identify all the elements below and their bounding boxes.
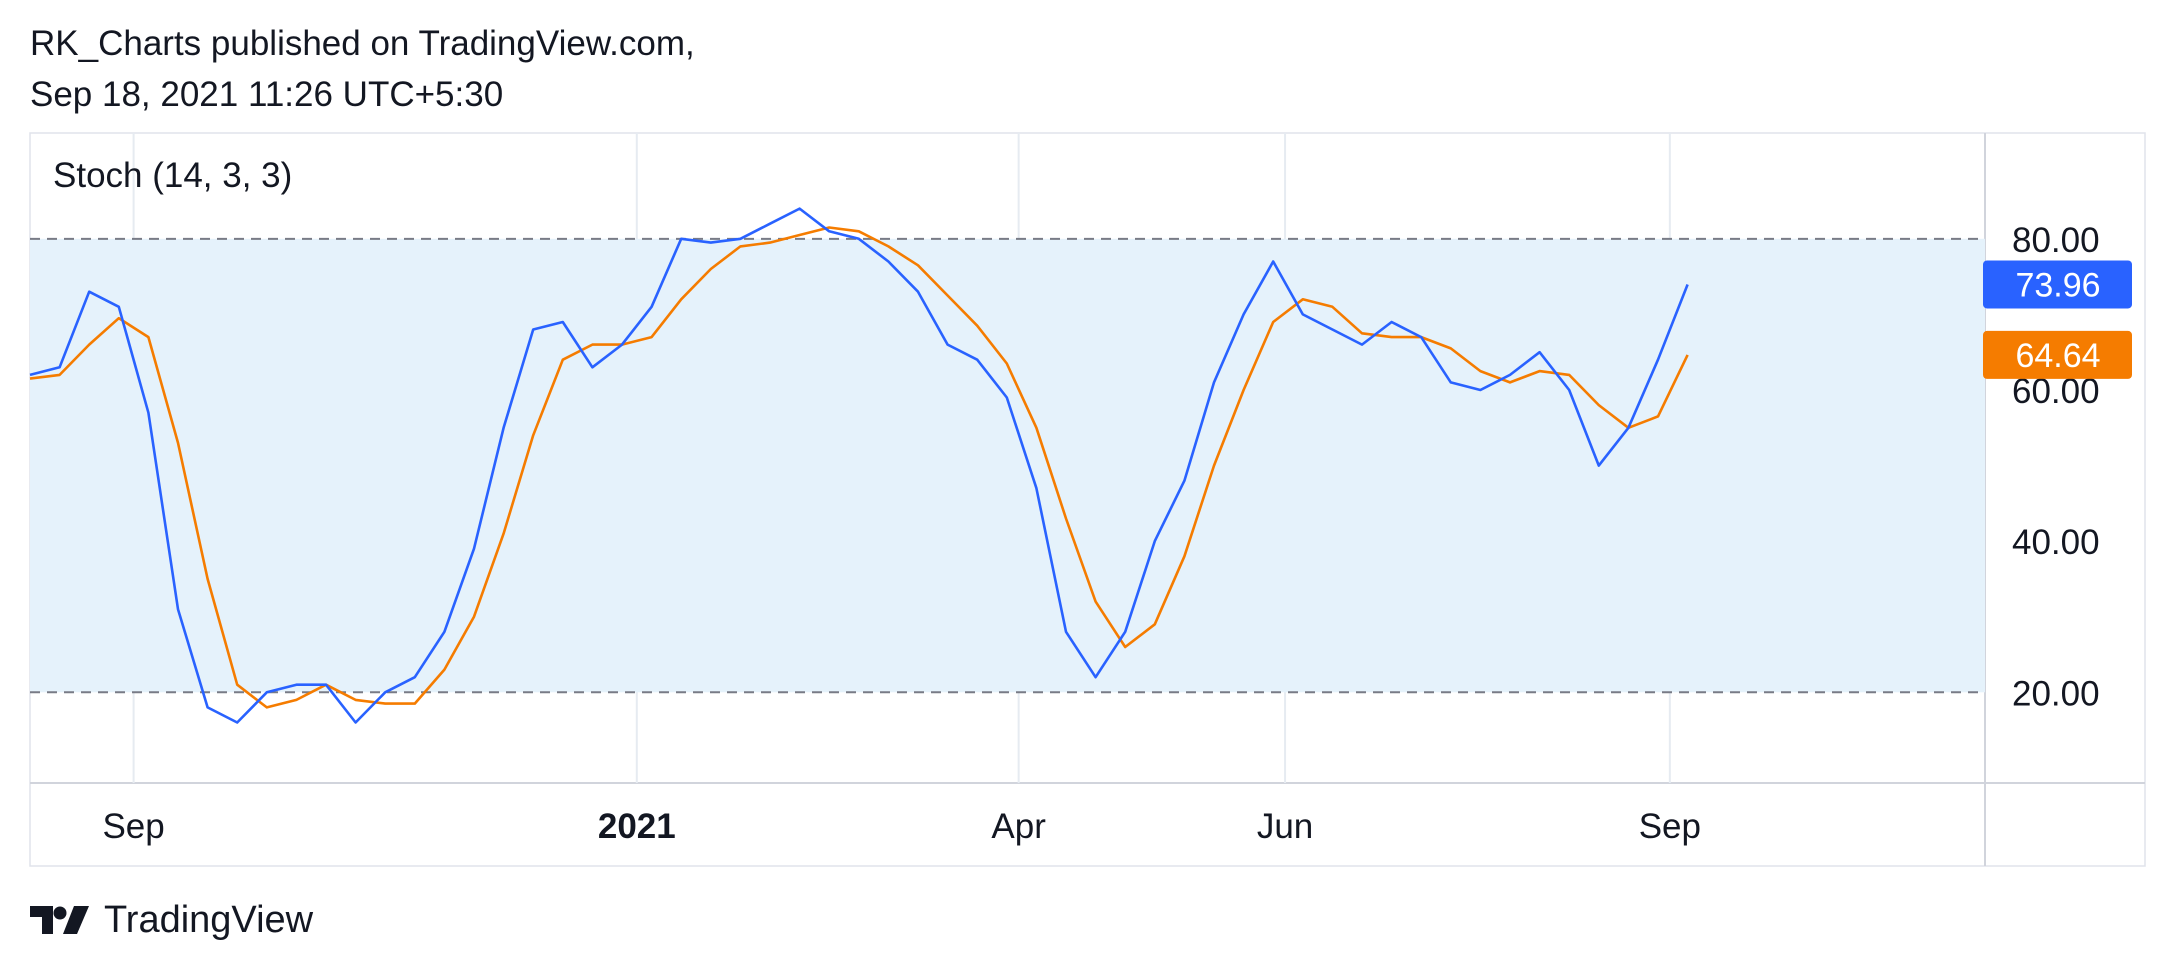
publisher-line: RK_Charts published on TradingView.com, — [30, 24, 695, 63]
y-tick-label: 20.00 — [2012, 674, 2100, 713]
tradingview-logo-icon — [30, 906, 89, 934]
x-tick-label: Sep — [102, 807, 164, 846]
last-value-text-d: 64.64 — [2015, 337, 2100, 375]
x-tick-label: Jun — [1257, 807, 1313, 846]
overbought-oversold-band — [30, 237, 1985, 694]
last-value-badge-d — [1983, 330, 2132, 379]
series-lines — [29, 207, 1689, 724]
last-value-badge-k — [1983, 260, 2132, 309]
timestamp-line: Sep 18, 2021 11:26 UTC+5:30 — [30, 75, 504, 114]
x-tick-label: Apr — [991, 807, 1046, 846]
indicator-title[interactable]: Stoch (14, 3, 3) — [53, 156, 292, 195]
y-tick-label: 40.00 — [2012, 523, 2100, 562]
x-tick-label: 2021 — [598, 807, 676, 846]
series-line-d — [29, 226, 1689, 709]
x-tick-label: Sep — [1639, 807, 1701, 846]
band-fill — [30, 238, 1985, 693]
y-tick-label: 80.00 — [2012, 221, 2100, 260]
x-axis-ticks: Sep 2021 Apr Jun Sep — [102, 807, 1701, 846]
last-value-text-k: 73.96 — [2015, 266, 2100, 304]
series-line-k — [29, 207, 1689, 724]
tradingview-brand: TradingView — [104, 898, 314, 941]
tradingview-footer[interactable]: TradingView — [30, 898, 313, 942]
last-value-badges: 73.96 64.64 — [1983, 260, 2132, 379]
